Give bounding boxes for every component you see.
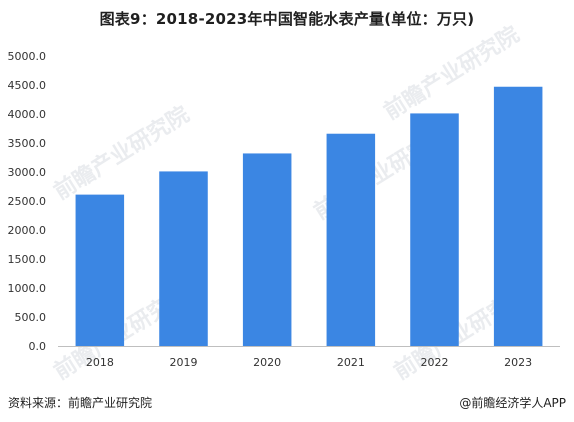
y-tick-label: 4000.0 <box>8 108 47 121</box>
bar-2020 <box>242 153 292 346</box>
bar-2021 <box>326 133 376 346</box>
x-tick-label: 2022 <box>421 356 449 369</box>
x-tick-label: 2019 <box>170 356 198 369</box>
y-tick-label: 5000.0 <box>8 50 47 63</box>
x-axis: 2018 2019 2020 2021 2022 2023 <box>86 356 532 369</box>
y-tick-label: 0.0 <box>29 340 47 353</box>
x-tick-label: 2020 <box>253 356 281 369</box>
bar-2023 <box>493 86 543 347</box>
source-note: 资料来源：前瞻产业研究院 <box>8 396 153 410</box>
y-tick-label: 2500.0 <box>8 195 47 208</box>
x-tick-label: 2018 <box>86 356 114 369</box>
x-tick-label: 2023 <box>504 356 532 369</box>
y-tick-label: 3500.0 <box>8 137 47 150</box>
bar-2019 <box>159 171 208 346</box>
chart-title: 图表9：2018-2023年中国智能水表产量(单位：万只) <box>99 10 475 28</box>
y-tick-label: 2000.0 <box>8 224 47 237</box>
y-tick-label: 1500.0 <box>8 253 47 266</box>
x-tick-label: 2021 <box>337 356 365 369</box>
bars <box>75 86 543 347</box>
y-tick-label: 3000.0 <box>8 166 47 179</box>
y-tick-label: 4500.0 <box>8 79 47 92</box>
y-tick-label: 500.0 <box>15 311 47 324</box>
bar-2022 <box>410 113 459 346</box>
bar-2018 <box>75 194 125 346</box>
y-tick-label: 1000.0 <box>8 282 47 295</box>
credit-note: @前瞻经济学人APP <box>459 396 566 410</box>
y-axis: 0.0 500.0 1000.0 1500.0 2000.0 2500.0 3000.0 35… <box>8 50 47 353</box>
